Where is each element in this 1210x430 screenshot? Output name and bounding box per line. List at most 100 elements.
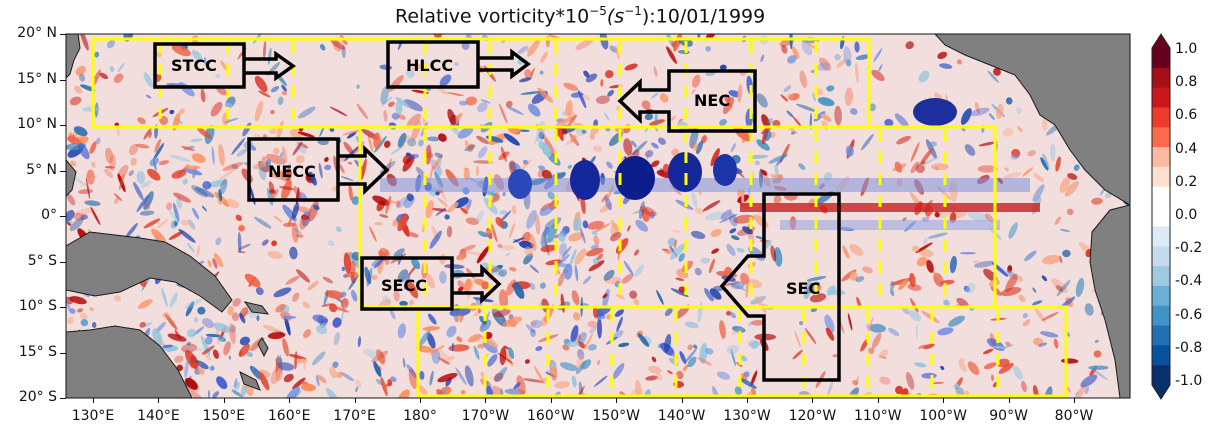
- vorticity-patch: [960, 108, 972, 125]
- vorticity-patch: [1041, 311, 1059, 321]
- vorticity-patch: [329, 366, 338, 379]
- vorticity-patch: [456, 336, 463, 343]
- vorticity-patch: [297, 131, 315, 138]
- vorticity-patch: [456, 254, 465, 261]
- vorticity-patch: [348, 184, 353, 201]
- vorticity-patch: [212, 258, 218, 269]
- vorticity-patch: [1042, 254, 1061, 265]
- vorticity-patch: [843, 46, 852, 65]
- vorticity-patch: [508, 222, 516, 239]
- vorticity-patch: [202, 318, 215, 329]
- vorticity-patch: [68, 132, 73, 137]
- vorticity-patch: [289, 246, 298, 260]
- vorticity-patch: [218, 336, 227, 342]
- vorticity-patch: [86, 169, 95, 185]
- vorticity-patch: [292, 377, 306, 390]
- x-tick-label: 170°W: [461, 408, 510, 424]
- vorticity-patch: [105, 147, 114, 164]
- vorticity-patch: [711, 248, 719, 254]
- vorticity-patch: [588, 260, 605, 272]
- colorbar-label: 1.0: [1175, 41, 1198, 57]
- vorticity-patch: [516, 375, 526, 395]
- vorticity-patch: [451, 342, 454, 352]
- vorticity-patch: [199, 260, 205, 265]
- vorticity-patch: [427, 136, 440, 142]
- vorticity-patch: [215, 73, 221, 79]
- vorticity-patch: [407, 138, 417, 147]
- vorticity-patch: [502, 192, 506, 197]
- vorticity-patch: [678, 253, 685, 262]
- vorticity-patch: [393, 248, 405, 257]
- vorticity-patch: [334, 306, 349, 313]
- vorticity-patch: [249, 365, 263, 380]
- vorticity-patch: [438, 350, 451, 366]
- vorticity-patch: [539, 206, 554, 216]
- vorticity-patch: [570, 135, 577, 142]
- vorticity-patch: [182, 178, 188, 185]
- vorticity-patch: [563, 82, 578, 91]
- vorticity-patch: [340, 176, 354, 182]
- vorticity-patch: [580, 195, 586, 215]
- vorticity-patch: [616, 293, 625, 300]
- vorticity-patch: [573, 217, 582, 232]
- vorticity-patch: [262, 324, 280, 333]
- vorticity-patch: [898, 279, 909, 290]
- vorticity-patch: [463, 167, 470, 181]
- vorticity-patch: [223, 117, 239, 124]
- vorticity-patch: [205, 335, 213, 345]
- vorticity-patch: [965, 282, 976, 294]
- vorticity-patch: [380, 85, 389, 105]
- vorticity-patch: [380, 376, 388, 397]
- vorticity-patch: [487, 353, 498, 367]
- y-tick: [60, 34, 66, 35]
- vorticity-patch: [332, 41, 342, 52]
- vorticity-patch: [145, 94, 152, 99]
- vorticity-patch: [774, 164, 779, 177]
- vorticity-patch: [646, 150, 650, 160]
- vorticity-patch: [826, 381, 834, 398]
- vorticity-patch: [915, 242, 933, 254]
- vorticity-patch: [152, 158, 157, 171]
- vorticity-patch: [135, 143, 150, 149]
- vorticity-patch: [754, 160, 761, 166]
- vorticity-patch: [79, 312, 88, 321]
- vorticity-patch: [503, 345, 510, 350]
- vorticity-patch: [571, 375, 577, 388]
- vorticity-patch: [273, 287, 292, 298]
- vortex: [713, 154, 737, 186]
- vorticity-patch: [91, 322, 97, 328]
- colorbar-segment: [1152, 246, 1170, 267]
- vorticity-patch: [89, 141, 97, 154]
- vorticity-patch: [230, 325, 237, 333]
- colorbar-segment: [1152, 87, 1170, 108]
- vorticity-patch: [84, 200, 101, 207]
- vorticity-patch: [398, 114, 406, 120]
- vorticity-patch: [295, 155, 305, 164]
- vorticity-patch: [81, 106, 101, 112]
- vorticity-patch: [860, 338, 869, 352]
- vorticity-patch: [982, 348, 994, 355]
- vorticity-patch: [987, 70, 999, 83]
- vorticity-patch: [937, 327, 954, 336]
- vorticity-patch: [475, 165, 479, 177]
- vorticity-patch: [849, 271, 858, 281]
- vorticity-patch: [650, 160, 660, 168]
- x-tick-label: 130°E: [71, 408, 115, 424]
- vorticity-patch: [464, 144, 476, 152]
- vorticity-patch: [585, 73, 598, 83]
- x-tick-label: 120°W: [788, 408, 837, 424]
- vorticity-patch: [939, 63, 953, 69]
- vorticity-patch: [447, 108, 456, 126]
- vorticity-patch: [666, 46, 677, 64]
- x-tick: [289, 398, 291, 403]
- vorticity-patch: [525, 324, 536, 334]
- vorticity-patch: [303, 329, 312, 339]
- land-borneo: [66, 159, 77, 197]
- vorticity-patch: [579, 226, 586, 244]
- vorticity-patch: [878, 349, 889, 359]
- vorticity-patch: [664, 307, 673, 317]
- vorticity-patch: [151, 228, 166, 243]
- colorbar-extend-top: [1152, 34, 1170, 48]
- vorticity-patch: [905, 41, 914, 50]
- y-tick: [60, 79, 66, 81]
